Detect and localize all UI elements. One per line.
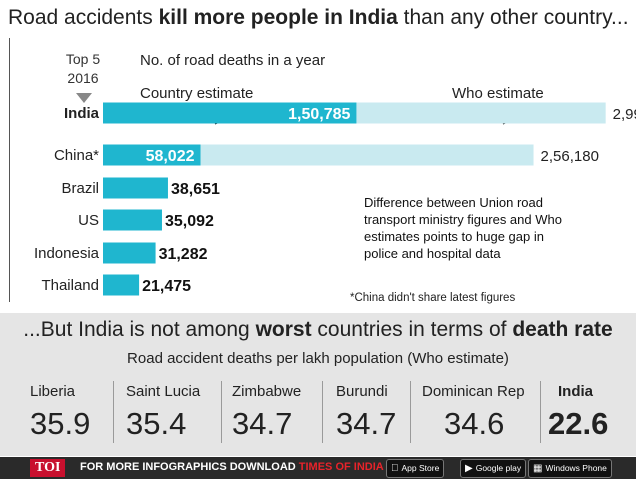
rate-value: 34.7 [336,406,397,441]
category-label: Thailand [41,277,99,294]
country-estimate-label: Country estimate [140,85,254,102]
rate-value: 34.7 [232,406,293,441]
app-store-label: App Store [394,463,440,473]
toi-logo: TOI [30,459,66,477]
country-value-label: 38,651 [171,181,220,198]
annotation-note: Difference between Union road transport … [364,195,562,261]
country-estimate-bar [103,144,201,166]
country-estimate-bar [103,209,162,231]
app-store-badge[interactable]: App Store [386,459,445,478]
top5-label: Top 5 2016 [58,50,108,88]
death-rate-title-bold1: worst [255,318,312,341]
top5-line1: Top 5 [65,51,101,67]
footer-promo-text: FOR MORE INFOGRAPHICS DOWNLOAD [80,461,299,473]
play-icon: ▶ [465,463,473,474]
rate-divider [322,381,323,443]
headline-emphasis: kill more people in India [158,6,398,29]
google-play-label: Google play [475,463,522,473]
road-deaths-bar-chart: India 2,99,091 1,50,785 China* 2,56,180 58,02… [34,102,636,296]
rate-item: Burundi 34.7 [336,383,396,447]
rate-value: 34.6 [444,406,505,441]
rate-divider [540,381,541,443]
death-rate-title: ...But India is not among worst countrie… [0,318,636,342]
country-value-label: 35,092 [165,213,214,230]
rate-item-highlight: India 22.6 [548,383,608,447]
windows-phone-label: Windows Phone [545,463,607,473]
rate-divider [113,381,114,443]
left-divider [9,38,10,302]
metric-label: No. of road deaths in a year [140,52,326,69]
windows-phone-badge[interactable]: ▦ Windows Phone [528,459,612,478]
death-rate-panel [0,313,636,456]
headline-tail: than any other country... [397,6,629,29]
rate-item: Liberia 35.9 [30,383,90,447]
country-estimate-bar [103,274,140,296]
who-value-label: 2,99,091 [613,106,636,123]
rate-country: India [558,383,594,400]
country-estimate-bar [103,177,168,199]
footer-app-name: TIMES OF INDIA APP [298,461,409,473]
rate-divider [221,381,222,443]
category-label: India [64,105,100,122]
apple-icon:  [391,463,399,474]
country-estimate-bar [103,102,357,124]
country-value-label: 58,022 [146,148,195,165]
headline-text: Road accidents [8,6,159,29]
google-play-badge[interactable]: ▶ Google play [460,459,527,478]
who-estimate-bar [103,144,534,166]
who-value-label: 2,56,180 [541,148,599,165]
rate-country: Saint Lucia [126,383,201,400]
rate-item: Zimbabwe 34.7 [232,383,301,447]
rate-country: Burundi [336,383,388,400]
footer-promo: FOR MORE INFOGRAPHICS DOWNLOAD TIMES OF … [80,461,409,473]
country-value-label: 1,50,785 [288,106,350,123]
who-estimate-label: Who estimate [452,85,544,102]
rate-item: Saint Lucia 35.4 [126,383,200,447]
windows-icon: ▦ [533,463,543,474]
rate-country: Dominican Rep [422,383,525,400]
rate-value: 35.9 [30,406,91,441]
top5-year: 2016 [67,70,99,86]
bars-layer: India 2,99,091 1,50,785 China* 2,56,180 58,02… [34,102,636,296]
category-label: Brazil [61,180,99,197]
death-rate-title-mid: countries in terms of [311,318,513,341]
death-rate-title-pre: ...But India is not among [23,318,256,341]
rate-value: 22.6 [548,406,609,441]
country-value-label: 31,282 [159,246,208,263]
category-label: Indonesia [34,245,100,262]
china-footnote: *China didn't share latest figures [350,292,516,304]
category-label: US [78,212,99,229]
category-label: China* [54,147,99,164]
down-triangle-icon [76,93,92,103]
rate-divider [410,381,411,443]
headline: Road accidents kill more people in India… [8,6,629,30]
rate-country: Liberia [30,383,76,400]
death-rate-title-bold2: death rate [512,318,613,341]
rate-value: 35.4 [126,406,187,441]
country-value-label: 21,475 [142,278,191,295]
country-estimate-bar [103,242,156,264]
rate-item: Dominican Rep 34.6 [422,383,525,447]
rate-country: Zimbabwe [232,383,302,400]
death-rate-subtitle: Road accident deaths per lakh population… [127,350,509,367]
